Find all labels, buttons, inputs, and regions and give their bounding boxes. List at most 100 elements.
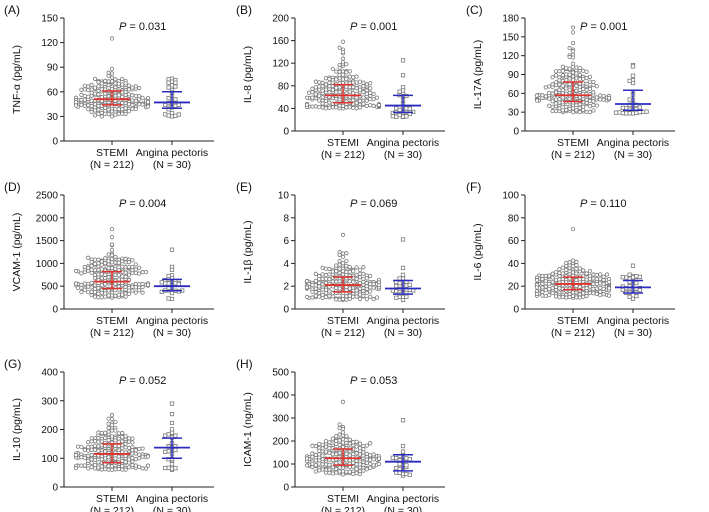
y-axis-label: IL-6 (pg/mL) xyxy=(472,223,484,280)
data-point xyxy=(557,106,562,111)
data-point xyxy=(344,105,349,110)
y-tick-label: 120 xyxy=(272,59,289,70)
series-stemi xyxy=(73,227,151,300)
data-point xyxy=(116,454,121,459)
data-point xyxy=(143,466,149,471)
data-point xyxy=(323,462,329,467)
data-point xyxy=(109,413,115,418)
data-point xyxy=(89,98,94,103)
data-point xyxy=(340,232,346,237)
data-point xyxy=(86,458,91,463)
data-point xyxy=(327,277,332,282)
data-point xyxy=(357,296,363,302)
data-point xyxy=(540,93,545,98)
data-point xyxy=(564,260,569,265)
data-point xyxy=(570,55,576,60)
series-stemi xyxy=(304,232,382,302)
data-point xyxy=(364,88,369,93)
data-point xyxy=(334,279,339,284)
data-point xyxy=(337,65,342,70)
data-point xyxy=(99,110,104,115)
data-point xyxy=(120,82,125,87)
data-point xyxy=(313,283,318,288)
p-value-label: P = 0.052 xyxy=(119,375,166,387)
data-point xyxy=(116,93,121,98)
data-point xyxy=(601,97,606,102)
data-point xyxy=(163,112,168,117)
data-point xyxy=(364,443,369,448)
data-point xyxy=(173,113,178,118)
data-point xyxy=(89,259,94,265)
p-value-number: = 0.001 xyxy=(360,21,397,33)
data-point xyxy=(140,270,145,275)
data-point xyxy=(354,95,359,100)
data-point xyxy=(169,401,175,406)
data-point xyxy=(327,450,332,455)
data-point xyxy=(376,461,382,467)
data-point xyxy=(364,467,369,472)
data-point xyxy=(376,456,382,461)
data-point xyxy=(323,287,329,292)
data-point xyxy=(354,288,359,293)
data-point xyxy=(106,83,111,88)
data-point xyxy=(400,73,406,78)
data-point xyxy=(553,90,559,95)
data-point xyxy=(591,108,596,113)
data-point xyxy=(357,286,363,291)
data-point xyxy=(581,68,586,73)
data-point xyxy=(169,296,175,302)
data-point xyxy=(594,276,599,282)
data-point xyxy=(109,248,115,253)
y-tick-label: 500 xyxy=(41,282,58,293)
x-tick-label: STEMI xyxy=(557,137,589,149)
data-point xyxy=(130,85,135,90)
data-point xyxy=(354,451,359,456)
data-point xyxy=(173,447,178,453)
data-point xyxy=(376,102,382,108)
data-point xyxy=(89,280,94,286)
data-point xyxy=(123,106,128,111)
data-point xyxy=(624,105,629,111)
data-point xyxy=(99,267,104,272)
data-point xyxy=(130,462,135,468)
data-point xyxy=(334,451,339,457)
data-point xyxy=(327,272,332,277)
data-point xyxy=(390,288,395,293)
data-point xyxy=(89,87,94,92)
data-point xyxy=(126,264,132,270)
data-point xyxy=(166,113,171,118)
data-point xyxy=(313,278,318,284)
data-point xyxy=(79,455,84,460)
data-point xyxy=(334,69,339,74)
data-point xyxy=(82,103,87,108)
data-point xyxy=(550,91,555,96)
data-point xyxy=(361,468,366,473)
data-point xyxy=(169,427,175,432)
data-point xyxy=(116,439,121,444)
data-point xyxy=(113,93,118,98)
data-point xyxy=(337,262,342,267)
x-tick-sublabel: (N = 212) xyxy=(90,505,134,512)
data-point xyxy=(89,439,94,444)
data-point xyxy=(557,270,562,276)
data-point xyxy=(79,290,84,295)
data-point xyxy=(570,258,576,263)
data-point xyxy=(553,284,559,289)
data-point xyxy=(340,39,346,44)
data-point xyxy=(306,90,312,95)
y-tick-label: 300 xyxy=(272,414,289,425)
data-point xyxy=(337,252,342,257)
data-point xyxy=(368,273,373,278)
data-point xyxy=(96,465,101,470)
data-point xyxy=(75,285,81,291)
data-point xyxy=(140,454,145,459)
data-point xyxy=(351,460,356,465)
data-point xyxy=(334,466,339,471)
data-point xyxy=(354,80,359,85)
data-point xyxy=(123,467,128,472)
data-point xyxy=(553,108,559,114)
data-point xyxy=(109,253,115,258)
data-point xyxy=(323,280,329,285)
data-point xyxy=(320,265,325,270)
data-point xyxy=(96,92,101,97)
